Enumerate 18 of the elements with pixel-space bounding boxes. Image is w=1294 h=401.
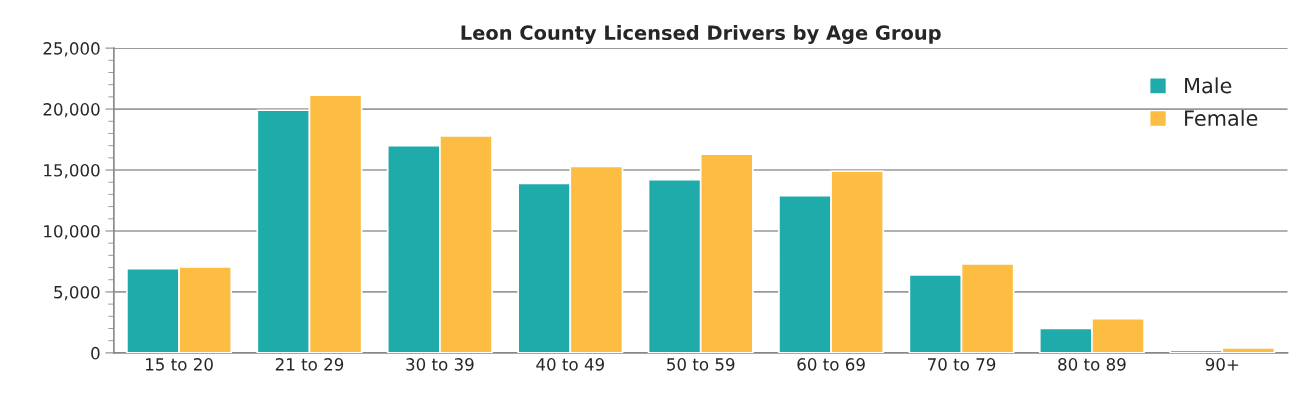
y-tick-label: 10,000 — [44, 224, 100, 240]
legend-label: Male — [1185, 77, 1232, 94]
x-tick-label: 40 to 49 — [536, 358, 604, 371]
x-tick-label: 30 to 39 — [406, 358, 474, 371]
chart-title: Leon County Licensed Drivers by Age Group — [461, 25, 941, 44]
y-tick-label: 25,000 — [43, 42, 100, 57]
y-tick-label: 0 — [91, 346, 100, 360]
y-tick-label: 15,000 — [44, 163, 100, 179]
x-tick-label: 15 to 20 — [146, 358, 213, 371]
y-tick-label: 5,000 — [54, 285, 100, 301]
x-tick-label: 90+ — [1205, 358, 1239, 371]
legend-label: Female — [1185, 109, 1258, 127]
y-tick-label: 20,000 — [43, 103, 100, 118]
x-tick-label: 50 to 59 — [667, 358, 735, 371]
x-tick-label: 80 to 89 — [1058, 358, 1126, 371]
x-tick-label: 70 to 79 — [928, 358, 996, 371]
x-tick-label: 21 to 29 — [275, 358, 344, 371]
x-tick-label: 60 to 69 — [797, 358, 865, 371]
